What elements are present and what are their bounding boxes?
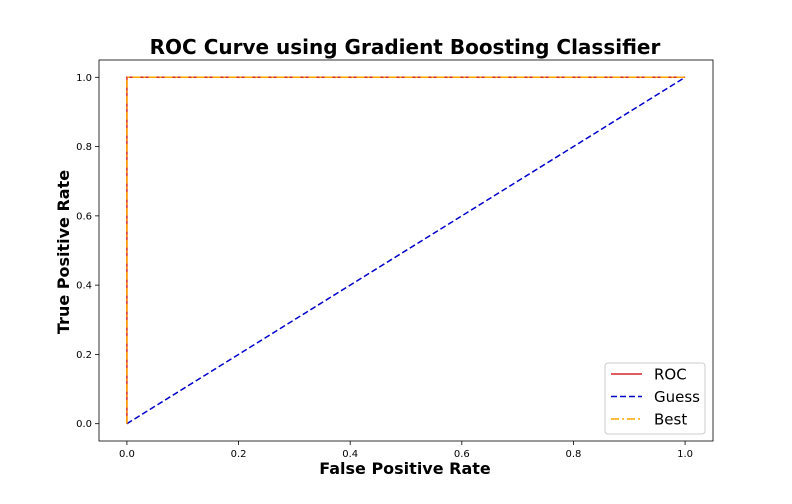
- y-tick-label: 0.6: [76, 211, 92, 222]
- series-layer: [126, 76, 686, 425]
- legend: ROC Guess Best: [604, 362, 706, 435]
- plot-area-frame: [98, 59, 714, 442]
- series-line-best: [126, 76, 686, 424]
- x-tick-label: 1.0: [677, 449, 693, 460]
- y-tick-label: 0.2: [76, 350, 92, 361]
- series-line-guess: [126, 76, 686, 425]
- legend-label-best: Best: [654, 411, 687, 429]
- y-tick-label: 0.8: [76, 142, 92, 153]
- x-tick-label: 0.4: [342, 449, 358, 460]
- legend-box: [604, 362, 706, 435]
- y-axis-label: True Positive Rate: [54, 170, 73, 334]
- x-tick-label: 0.8: [566, 449, 582, 460]
- x-tick-label: 0.2: [231, 449, 247, 460]
- chart-title: ROC Curve using Gradient Boosting Classi…: [150, 35, 661, 59]
- x-axis-label: False Positive Rate: [319, 459, 491, 478]
- x-tick-label: 0.0: [119, 449, 135, 460]
- y-tick-label: 0.0: [76, 419, 92, 430]
- legend-label-roc: ROC: [654, 366, 687, 384]
- x-tick-label: 0.6: [454, 449, 470, 460]
- ticks-layer: 0.0 0.2 0.4 0.6 0.8 1.0 0.0 0.2 0.4 0.6 0.8 1.0: [76, 73, 693, 460]
- y-tick-label: 0.4: [76, 281, 92, 292]
- y-tick-label: 1.0: [76, 73, 92, 84]
- legend-label-guess: Guess: [654, 388, 700, 406]
